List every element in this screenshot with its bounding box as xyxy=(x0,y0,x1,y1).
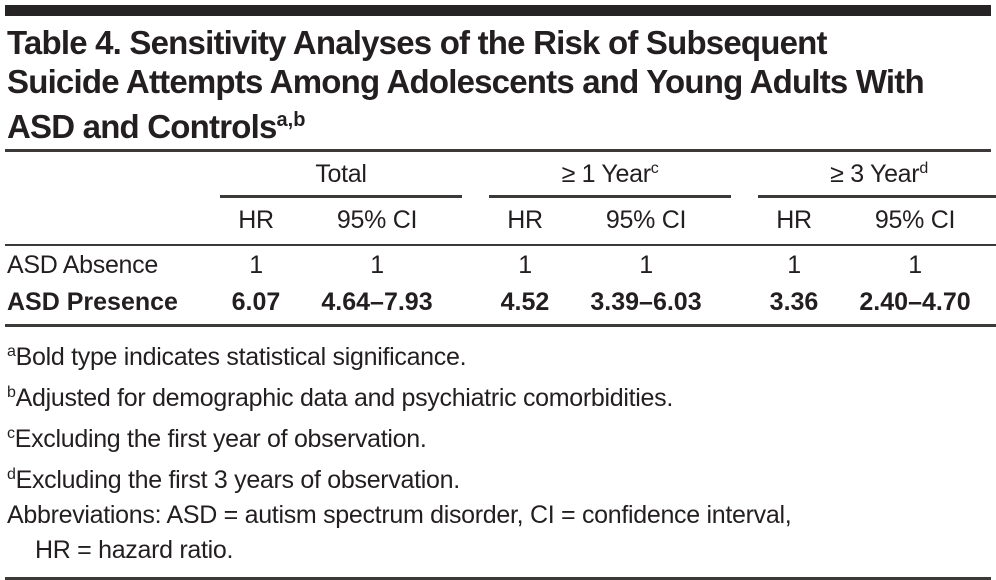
header-ci-1year: 95% CI xyxy=(561,196,732,246)
header-hr-1year: HR xyxy=(489,196,561,246)
cell-presence-3year-ci: 2.40–4.70 xyxy=(830,283,996,327)
footnote-d-marker: d xyxy=(7,466,16,483)
header-ci-3year: 95% CI xyxy=(830,196,996,246)
blank-header-cell xyxy=(5,152,220,197)
title-line1: Table 4. Sensitivity Analyses of the Ris… xyxy=(7,24,828,61)
header-hr-total: HR xyxy=(220,196,292,246)
abbreviations-text-line1: Abbreviations: ASD = autism spectrum dis… xyxy=(7,501,792,529)
abbreviations-text-line2: HR = hazard ratio. xyxy=(35,536,234,564)
cell-absence-3year-ci: 1 xyxy=(908,251,922,279)
spacer-cell xyxy=(462,152,489,197)
spacer-cell xyxy=(731,196,759,246)
spacer-cell xyxy=(462,245,489,283)
cell-presence-1year-hr: 4.52 xyxy=(489,283,561,327)
footnote-d: dExcluding the first 3 years of observat… xyxy=(7,457,991,498)
cell-absence-total-ci: 1 xyxy=(370,251,384,279)
row-label-asd-presence: ASD Presence xyxy=(5,283,220,327)
cell-presence-3year-hr: 3.36 xyxy=(758,283,831,327)
abbreviations-line2: HR = hazard ratio. xyxy=(7,533,991,568)
spacer-cell xyxy=(731,152,758,197)
spacer-cell xyxy=(462,283,489,327)
col-group-1year-sup: c xyxy=(650,160,659,177)
spacer-cell xyxy=(731,245,758,283)
cell-absence-1year-hr: 1 xyxy=(518,251,532,279)
footnote-c-text: Excluding the first year of observation. xyxy=(14,425,427,453)
header-ci-total: 95% CI xyxy=(292,196,462,246)
table-row-asd-presence: ASD Presence 6.07 4.64–7.93 4.52 3.39–6.… xyxy=(5,283,996,327)
column-group-header-row: Total ≥ 1 Yearc ≥ 3 Yeard xyxy=(5,152,996,198)
col-group-1year: ≥ 1 Yearc xyxy=(489,152,732,198)
spacer-cell xyxy=(462,196,489,246)
footnote-c: cExcluding the first year of observation… xyxy=(7,416,991,457)
col-group-total: Total xyxy=(220,152,462,198)
header-hr-3year: HR xyxy=(758,196,831,246)
col-group-3year-label: ≥ 3 Year xyxy=(830,160,920,188)
col-group-total-label: Total xyxy=(315,160,367,188)
col-group-3year-sup: d xyxy=(919,160,928,177)
col-group-1year-label: ≥ 1 Year xyxy=(561,160,651,188)
footnote-b-marker: b xyxy=(7,384,16,401)
top-rule xyxy=(5,5,991,16)
table-row-asd-absence: ASD Absence 1 1 1 1 1 1 xyxy=(5,245,996,283)
footnote-a-text: Bold type indicates statistical signific… xyxy=(15,343,467,371)
subheader-row: HR 95% CI HR 95% CI HR 95% CI xyxy=(5,196,996,246)
footnote-b-text: Adjusted for demographic data and psychi… xyxy=(15,384,674,412)
footnote-c-marker: c xyxy=(7,425,15,442)
row-label-asd-absence: ASD Absence xyxy=(7,251,158,279)
title-line2: Suicide Attempts Among Adolescents and Y… xyxy=(7,63,925,100)
footnote-a: aBold type indicates statistical signifi… xyxy=(7,334,991,375)
title-footnote-marker: a,b xyxy=(276,109,306,131)
sensitivity-analyses-table: Total ≥ 1 Yearc ≥ 3 Yeard HR 95% CI HR 9… xyxy=(5,152,996,327)
abbreviations-line1: Abbreviations: ASD = autism spectrum dis… xyxy=(7,498,991,533)
cell-absence-1year-ci: 1 xyxy=(639,251,653,279)
spacer-cell xyxy=(731,283,759,327)
cell-presence-total-ci: 4.64–7.93 xyxy=(292,283,462,327)
footnote-b: bAdjusted for demographic data and psych… xyxy=(7,375,991,416)
cell-absence-3year-hr: 1 xyxy=(787,251,801,279)
cell-presence-total-hr: 6.07 xyxy=(220,283,292,327)
footnote-a-marker: a xyxy=(7,343,16,360)
cell-presence-1year-ci: 3.39–6.03 xyxy=(561,283,732,327)
footnote-d-text: Excluding the first 3 years of observati… xyxy=(15,466,461,494)
footnotes: aBold type indicates statistical signifi… xyxy=(5,334,991,568)
table-title: Table 4. Sensitivity Analyses of the Ris… xyxy=(5,23,991,152)
blank-subheader-cell xyxy=(5,196,220,246)
title-line3: ASD and Controls xyxy=(7,108,277,145)
cell-absence-total-hr: 1 xyxy=(249,251,263,279)
col-group-3year: ≥ 3 Yeard xyxy=(758,152,996,198)
